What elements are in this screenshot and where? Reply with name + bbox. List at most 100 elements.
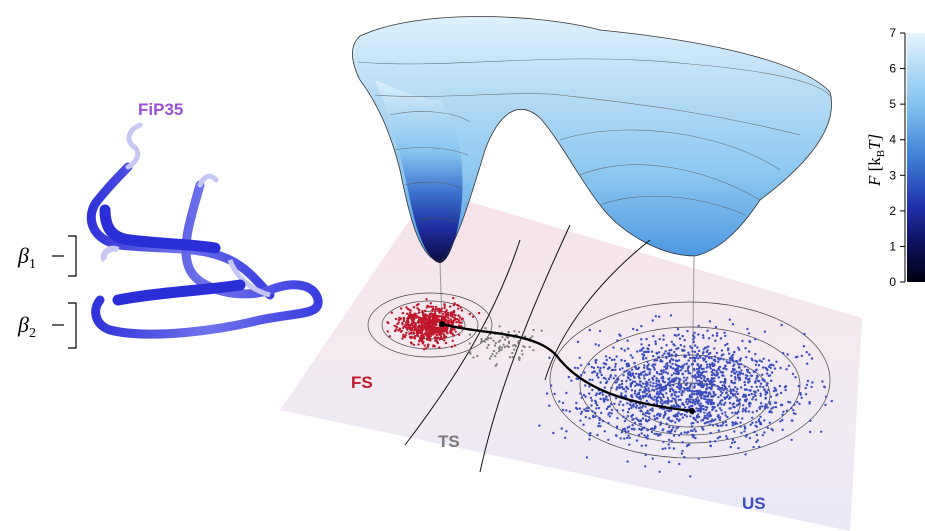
scatter-point (678, 378, 682, 381)
scatter-point (666, 364, 669, 367)
scatter-point (741, 410, 744, 413)
scatter-point (471, 315, 475, 318)
scatter-point (687, 353, 691, 356)
scatter-point (714, 325, 718, 329)
scatter-point (662, 395, 665, 399)
scatter-point (630, 406, 633, 410)
scatter-point (747, 393, 751, 397)
scatter-point (606, 398, 609, 402)
scatter-point (635, 372, 638, 375)
scatter-point (486, 346, 489, 349)
scatter-point (585, 456, 589, 459)
scatter-point (596, 366, 600, 369)
scatter-point (696, 364, 700, 367)
scatter-point (747, 378, 750, 381)
scatter-point (443, 317, 446, 320)
scatter-point (424, 309, 427, 312)
scatter-point (681, 390, 684, 393)
scatter-point (587, 363, 591, 366)
scatter-point (680, 386, 683, 389)
scatter-point (687, 359, 690, 362)
scatter-point (729, 396, 732, 399)
scatter-point (694, 398, 698, 401)
scatter-point (395, 325, 398, 328)
scatter-point (417, 308, 421, 312)
scatter-point (769, 395, 773, 398)
scatter-point (429, 305, 433, 308)
scatter-point (449, 329, 453, 332)
scatter-point (674, 405, 677, 409)
scatter-point (657, 412, 660, 415)
scatter-point (595, 407, 598, 410)
scatter-point (628, 370, 631, 373)
scatter-point (677, 333, 680, 336)
scatter-point (440, 307, 443, 310)
scatter-point (653, 358, 657, 361)
scatter-point (457, 304, 460, 307)
scatter-point (699, 402, 702, 405)
scatter-point (647, 378, 651, 381)
scatter-point (717, 413, 720, 417)
scatter-point (717, 429, 720, 432)
scatter-point (645, 350, 648, 354)
scatter-point (615, 355, 618, 358)
scatter-point (785, 368, 788, 371)
scatter-point (770, 407, 773, 410)
scatter-point (460, 309, 464, 312)
scatter-point (614, 368, 617, 371)
scatter-point (646, 428, 649, 432)
scatter-point (644, 405, 647, 408)
scatter-point (420, 339, 423, 343)
scatter-point (633, 380, 637, 384)
scatter-point (752, 370, 755, 373)
scatter-point (402, 319, 406, 323)
scatter-point (416, 307, 419, 310)
scatter-point (666, 409, 669, 412)
scatter-point (756, 439, 759, 442)
scatter-point (668, 349, 671, 352)
scatter-point (612, 346, 615, 349)
scatter-point (784, 385, 788, 388)
unfolded-minimum-marker (689, 408, 695, 414)
scatter-point (723, 396, 726, 399)
scatter-point (394, 329, 397, 333)
scatter-point (751, 421, 754, 424)
scatter-point (648, 372, 651, 376)
scatter-point (710, 356, 713, 360)
scatter-point (749, 389, 752, 392)
scatter-point (704, 360, 708, 363)
scatter-point (614, 434, 618, 437)
scatter-point (727, 352, 731, 355)
scatter-point (661, 402, 664, 405)
scatter-point (670, 440, 673, 443)
scatter-point (702, 336, 705, 339)
scatter-point (587, 406, 590, 409)
scatter-point (662, 440, 665, 444)
scatter-point (698, 349, 701, 353)
scatter-point (675, 395, 678, 398)
scatter-point (690, 395, 693, 399)
scatter-point (637, 433, 641, 437)
scatter-point (518, 358, 521, 361)
scatter-point (730, 441, 734, 445)
scatter-point (799, 392, 802, 395)
scatter-point (770, 371, 774, 374)
scatter-point (699, 380, 702, 384)
colorbar-gradient (907, 33, 925, 282)
scatter-point (701, 334, 705, 337)
scatter-point (681, 364, 684, 368)
scatter-point (548, 404, 551, 407)
scatter-point (640, 444, 643, 447)
scatter-point (443, 303, 446, 306)
scatter-point (405, 331, 408, 335)
scatter-point (651, 407, 654, 410)
scatter-point (772, 406, 775, 409)
scatter-point (422, 336, 425, 339)
scatter-point (728, 401, 732, 405)
scatter-point (452, 303, 456, 307)
scatter-point (652, 335, 655, 338)
scatter-point (662, 369, 665, 372)
scatter-point (692, 435, 695, 439)
scatter-point (748, 371, 751, 375)
scatter-point (647, 368, 651, 371)
